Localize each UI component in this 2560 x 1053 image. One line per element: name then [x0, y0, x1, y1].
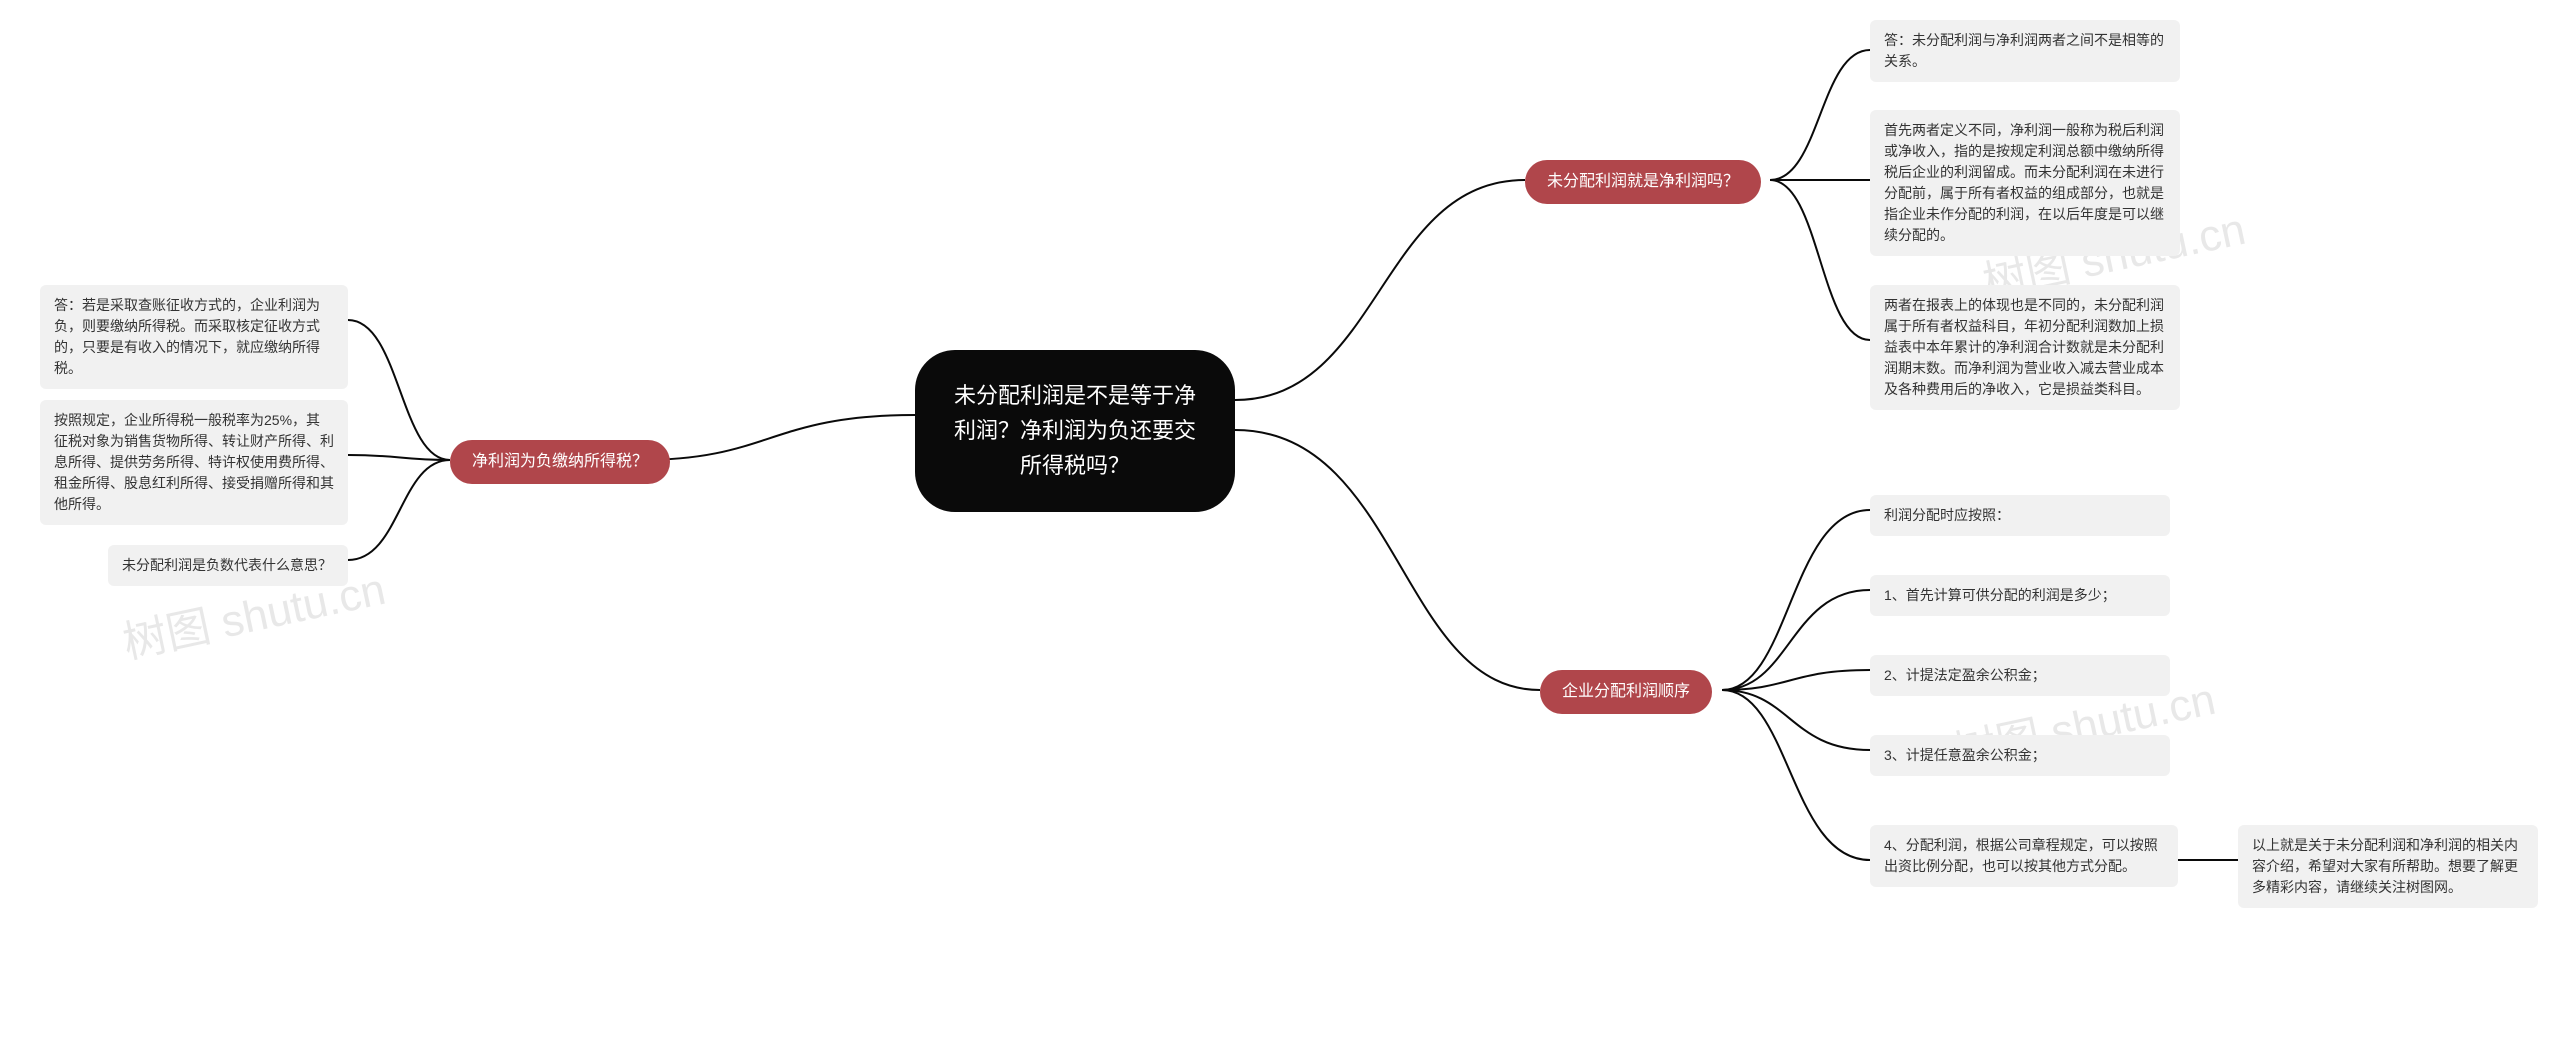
leaf-text: 以上就是关于未分配利润和净利润的相关内容介绍，希望对大家有所帮助。想要了解更多精…: [2252, 837, 2518, 895]
leaf-node: 3、计提任意盈余公积金；: [1870, 735, 2170, 776]
branch-label: 净利润为负缴纳所得税？: [472, 453, 648, 470]
leaf-text: 3、计提任意盈余公积金；: [1884, 747, 2046, 763]
leaf-text: 答：未分配利润与净利润两者之间不是相等的关系。: [1884, 32, 2164, 69]
branch-distribution-order[interactable]: 企业分配利润顺序: [1540, 670, 1712, 714]
leaf-node: 利润分配时应按照：: [1870, 495, 2170, 536]
root-node: 未分配利润是不是等于净利润？净利润为负还要交所得税吗？: [915, 350, 1235, 512]
leaf-text: 答：若是采取查账征收方式的，企业利润为负，则要缴纳所得税。而采取核定征收方式的，…: [54, 297, 320, 376]
leaf-node: 两者在报表上的体现也是不同的，未分配利润属于所有者权益科目，年初分配利润数加上损…: [1870, 285, 2180, 410]
leaf-node: 首先两者定义不同，净利润一般称为税后利润或净收入，指的是按规定利润总额中缴纳所得…: [1870, 110, 2180, 256]
leaf-text: 未分配利润是负数代表什么意思？: [122, 557, 332, 573]
leaf-text: 两者在报表上的体现也是不同的，未分配利润属于所有者权益科目，年初分配利润数加上损…: [1884, 297, 2164, 397]
leaf-text: 按照规定，企业所得税一般税率为25%，其征税对象为销售货物所得、转让财产所得、利…: [54, 412, 334, 512]
leaf-node: 4、分配利润，根据公司章程规定，可以按照出资比例分配，也可以按其他方式分配。: [1870, 825, 2178, 887]
leaf-node: 答：未分配利润与净利润两者之间不是相等的关系。: [1870, 20, 2180, 82]
leaf-node: 未分配利润是负数代表什么意思？: [108, 545, 348, 586]
leaf-node: 2、计提法定盈余公积金；: [1870, 655, 2170, 696]
branch-label: 企业分配利润顺序: [1562, 683, 1690, 700]
leaf-node: 答：若是采取查账征收方式的，企业利润为负，则要缴纳所得税。而采取核定征收方式的，…: [40, 285, 348, 389]
leaf-node: 1、首先计算可供分配的利润是多少；: [1870, 575, 2170, 616]
leaf-node: 按照规定，企业所得税一般税率为25%，其征税对象为销售货物所得、转让财产所得、利…: [40, 400, 348, 525]
leaf-text: 4、分配利润，根据公司章程规定，可以按照出资比例分配，也可以按其他方式分配。: [1884, 837, 2158, 874]
leaf-text: 首先两者定义不同，净利润一般称为税后利润或净收入，指的是按规定利润总额中缴纳所得…: [1884, 122, 2164, 243]
leaf-node-footer: 以上就是关于未分配利润和净利润的相关内容介绍，希望对大家有所帮助。想要了解更多精…: [2238, 825, 2538, 908]
branch-label: 未分配利润就是净利润吗？: [1547, 173, 1739, 190]
leaf-text: 1、首先计算可供分配的利润是多少；: [1884, 587, 2116, 603]
branch-undistributed-vs-net[interactable]: 未分配利润就是净利润吗？: [1525, 160, 1761, 204]
leaf-text: 利润分配时应按照：: [1884, 507, 2010, 523]
branch-negative-tax[interactable]: 净利润为负缴纳所得税？: [450, 440, 670, 484]
root-text: 未分配利润是不是等于净利润？净利润为负还要交所得税吗？: [954, 383, 1196, 478]
leaf-text: 2、计提法定盈余公积金；: [1884, 667, 2046, 683]
